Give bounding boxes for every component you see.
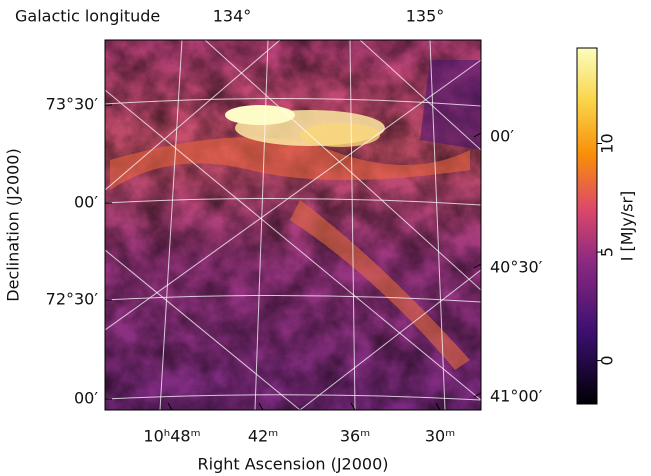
y-label: Declination (J2000) (4, 148, 23, 301)
colorbar-tick-label: 10 (598, 133, 617, 153)
right-tick (473, 392, 482, 398)
y-tick-label: 73°30′ (46, 95, 99, 114)
image (105, 40, 481, 410)
x-tick-label: 36ᵐ (340, 427, 370, 446)
x-tick-label: 10ʰ48ᵐ (143, 427, 200, 446)
colorbar-tick-label: 0 (598, 355, 617, 365)
right-tick-label: 00′ (490, 127, 514, 146)
x-tick (435, 402, 441, 411)
x-label: Right Ascension (J2000) (198, 455, 389, 474)
y-tick-label: 00′ (74, 389, 98, 408)
x-tick (167, 402, 173, 411)
x-tick-label: 30ᵐ (425, 427, 455, 446)
colorbar-tick-label: 5 (598, 247, 617, 257)
right-tick (473, 132, 482, 138)
y-tick-label: 72°30′ (46, 290, 99, 309)
colorbar (576, 47, 598, 405)
right-tick-label: 40°30′ (490, 258, 543, 277)
x-tick (258, 402, 264, 411)
x-tick (350, 402, 356, 411)
right-tick-label: 41°00′ (490, 387, 543, 406)
y-tick-label: 00′ (74, 193, 98, 212)
colorbar-label: I [MJy/sr] (618, 191, 637, 262)
x-tick-label: 42ᵐ (248, 427, 278, 446)
top-tick-label: 134° (213, 7, 252, 26)
top-tick-label: 135° (406, 7, 445, 26)
right-tick (473, 263, 482, 269)
frame (104, 39, 482, 411)
top-axis-label: Galactic longitude (15, 7, 160, 26)
